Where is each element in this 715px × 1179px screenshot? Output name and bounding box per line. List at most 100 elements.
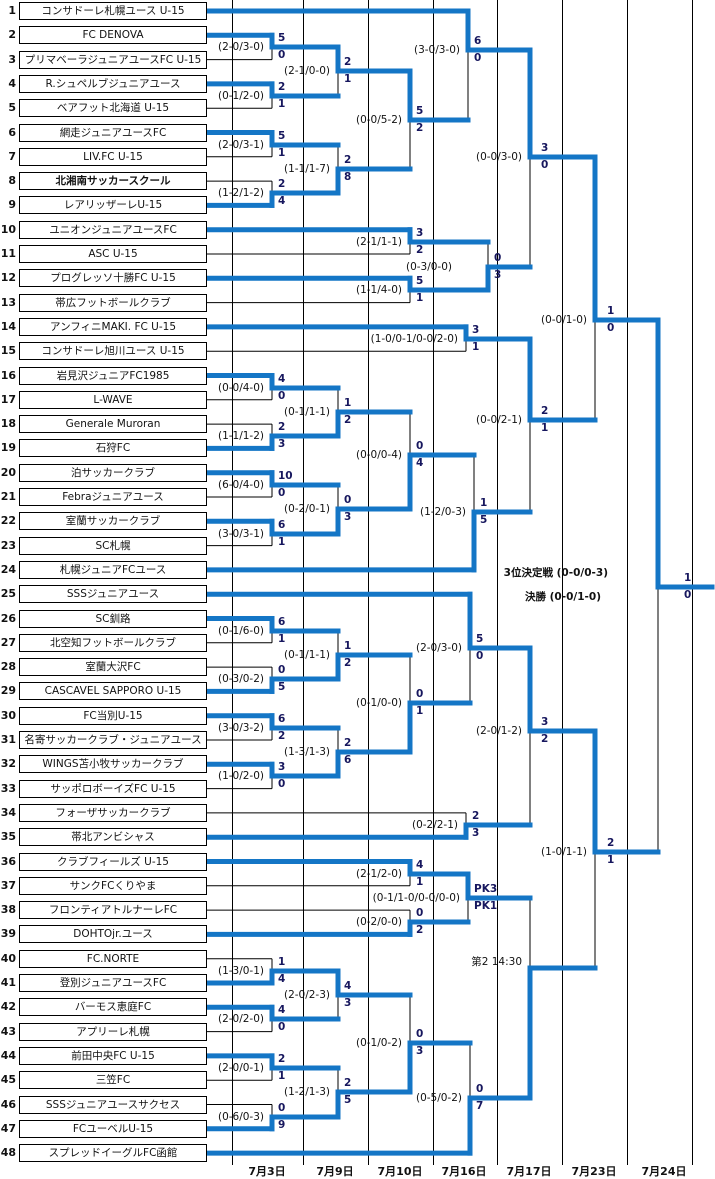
match-halves-label: (1-2/1-3) bbox=[283, 1086, 330, 1098]
match-score-top: 0 bbox=[278, 1102, 286, 1114]
team-box: FCユーベルU-15 bbox=[19, 1119, 207, 1138]
match-score-top: 6 bbox=[474, 35, 482, 47]
match-score-bottom: 3 bbox=[494, 269, 502, 281]
team-seed: 37 bbox=[0, 878, 16, 892]
match-score-bottom: 1 bbox=[278, 536, 286, 548]
team-box: 前田中央FC U-15 bbox=[19, 1046, 207, 1065]
team-box: サンクFCくりやま bbox=[19, 876, 207, 895]
round-date-label: 7月10日 bbox=[377, 1165, 423, 1178]
match-score-bottom: PK1 bbox=[474, 900, 498, 912]
team-box: スプレッドイーグルFC函館 bbox=[19, 1144, 207, 1163]
team-seed: 11 bbox=[0, 247, 16, 260]
team-seed: 9 bbox=[8, 198, 16, 212]
match-score-top: 4 bbox=[278, 1004, 286, 1016]
team-box: FC.NORTE bbox=[19, 949, 207, 968]
match-halves-label: (0-0/0-4) bbox=[355, 449, 402, 461]
match-score-bottom: 1 bbox=[344, 73, 352, 85]
team-box: アンフィニMAKI. FC U-15 bbox=[19, 317, 207, 336]
match-score-top: PK3 bbox=[474, 883, 498, 895]
team-box: 帯北アンビシャス bbox=[19, 828, 207, 847]
team-box: アプリーレ札幌 bbox=[19, 1022, 207, 1041]
match-score-top: 3 bbox=[541, 142, 549, 154]
team-seed: 16 bbox=[0, 368, 16, 382]
match-score-top: 6 bbox=[278, 616, 286, 628]
team-box: バーモス恵庭FC bbox=[19, 998, 207, 1017]
team-box: プログレッソ十勝FC U-15 bbox=[19, 269, 207, 288]
round-date-label: 7月24日 bbox=[641, 1165, 687, 1178]
match-halves-label: (1-0/1-1) bbox=[540, 846, 587, 858]
team-box: 泊サッカークラブ bbox=[19, 463, 207, 482]
team-seed: 23 bbox=[0, 538, 16, 552]
match-score-bottom: 4 bbox=[278, 195, 286, 207]
team-seed: 17 bbox=[0, 392, 16, 406]
team-seed: 6 bbox=[8, 125, 16, 139]
match-halves-label: (1-1/1-7) bbox=[283, 163, 330, 175]
team-box: 登別ジュニアユースFC bbox=[19, 974, 207, 992]
match-score-bottom: 2 bbox=[416, 122, 424, 134]
team-box: サッポロボーイズFC U-15 bbox=[19, 779, 207, 798]
team-seed: 10 bbox=[0, 222, 16, 236]
match-score-top: 2 bbox=[344, 56, 352, 68]
team-box: FC DENOVA bbox=[19, 26, 207, 45]
team-seed: 13 bbox=[0, 295, 16, 309]
match-score-top: 10 bbox=[278, 470, 293, 482]
team-seed: 24 bbox=[0, 562, 16, 576]
match-score-top: 1 bbox=[278, 956, 286, 968]
match-score-bottom: 2 bbox=[344, 414, 352, 426]
match-halves-label: (0-6/0-3) bbox=[217, 1111, 264, 1123]
match-score-top: 5 bbox=[476, 633, 484, 645]
round-date-label: 7月23日 bbox=[571, 1165, 617, 1178]
match-score-bottom: 3 bbox=[472, 827, 480, 839]
team-box: SSSジュニアユース bbox=[19, 585, 207, 604]
match-halves-label: (1-0/2-0) bbox=[217, 770, 264, 782]
match-score-bottom: 0 bbox=[607, 322, 615, 334]
team-box: LIV.FC U-15 bbox=[19, 147, 207, 166]
team-box: 室蘭サッカークラブ bbox=[19, 512, 207, 531]
match-score-bottom: 5 bbox=[344, 1094, 352, 1106]
match-halves-label: (1-1/1-2) bbox=[217, 430, 264, 442]
team-box: DOHTOjr.ユース bbox=[19, 925, 207, 944]
team-seed: 20 bbox=[0, 465, 16, 479]
team-box: 札幌ジュニアFCユース bbox=[19, 560, 207, 579]
team-seed: 26 bbox=[0, 611, 16, 625]
match-halves-label: (2-0/0-1) bbox=[217, 1062, 264, 1074]
match-halves-label: (3-0/3-0) bbox=[413, 44, 460, 56]
team-seed: 43 bbox=[0, 1024, 16, 1038]
team-box: フロンティアトルナーレFC bbox=[19, 901, 207, 920]
match-score-top: 1 bbox=[344, 397, 352, 409]
match-score-bottom: 1 bbox=[416, 292, 424, 304]
match-score-top: 1 bbox=[684, 572, 692, 584]
team-seed: 4 bbox=[8, 76, 16, 90]
team-seed: 28 bbox=[0, 660, 16, 674]
team-box: WINGS苫小牧サッカークラブ bbox=[19, 755, 207, 774]
match-score-top: 2 bbox=[278, 1053, 286, 1065]
team-seed: 38 bbox=[0, 903, 16, 917]
team-seed: 35 bbox=[0, 830, 16, 844]
match-halves-label: (0-1/0-2) bbox=[355, 1037, 402, 1049]
team-box: SC札幌 bbox=[19, 536, 207, 555]
team-seed: 40 bbox=[0, 951, 16, 965]
match-score-top: 4 bbox=[344, 980, 352, 992]
team-box: 網走ジュニアユースFC bbox=[19, 123, 207, 142]
team-box: 岩見沢ジュニアFC1985 bbox=[19, 366, 207, 385]
match-score-top: 3 bbox=[472, 324, 480, 336]
team-box: ユニオンジュニアユースFC bbox=[19, 220, 207, 239]
match-score-top: 2 bbox=[278, 421, 286, 433]
match-score-top: 0 bbox=[416, 1028, 424, 1040]
match-score-bottom: 9 bbox=[278, 1119, 286, 1131]
match-halves-label: (2-1/2-0) bbox=[355, 868, 402, 880]
match-score-top: 2 bbox=[344, 1077, 352, 1089]
team-seed: 33 bbox=[0, 781, 16, 795]
team-box: L-WAVE bbox=[19, 390, 207, 409]
match-score-top: 0 bbox=[416, 688, 424, 700]
match-score-bottom: 1 bbox=[472, 341, 480, 353]
match-score-bottom: 3 bbox=[416, 1045, 424, 1057]
team-box: コンサドーレ札幌ユース U-15 bbox=[19, 2, 207, 20]
match-score-bottom: 6 bbox=[344, 754, 352, 766]
match-score-top: 4 bbox=[278, 373, 286, 385]
match-halves-label: (0-1/6-0) bbox=[217, 625, 264, 637]
team-box: 三笠FC bbox=[19, 1071, 207, 1090]
match-score-top: 2 bbox=[278, 178, 286, 190]
team-seed: 41 bbox=[0, 976, 16, 989]
match-score-top: 2 bbox=[344, 737, 352, 749]
